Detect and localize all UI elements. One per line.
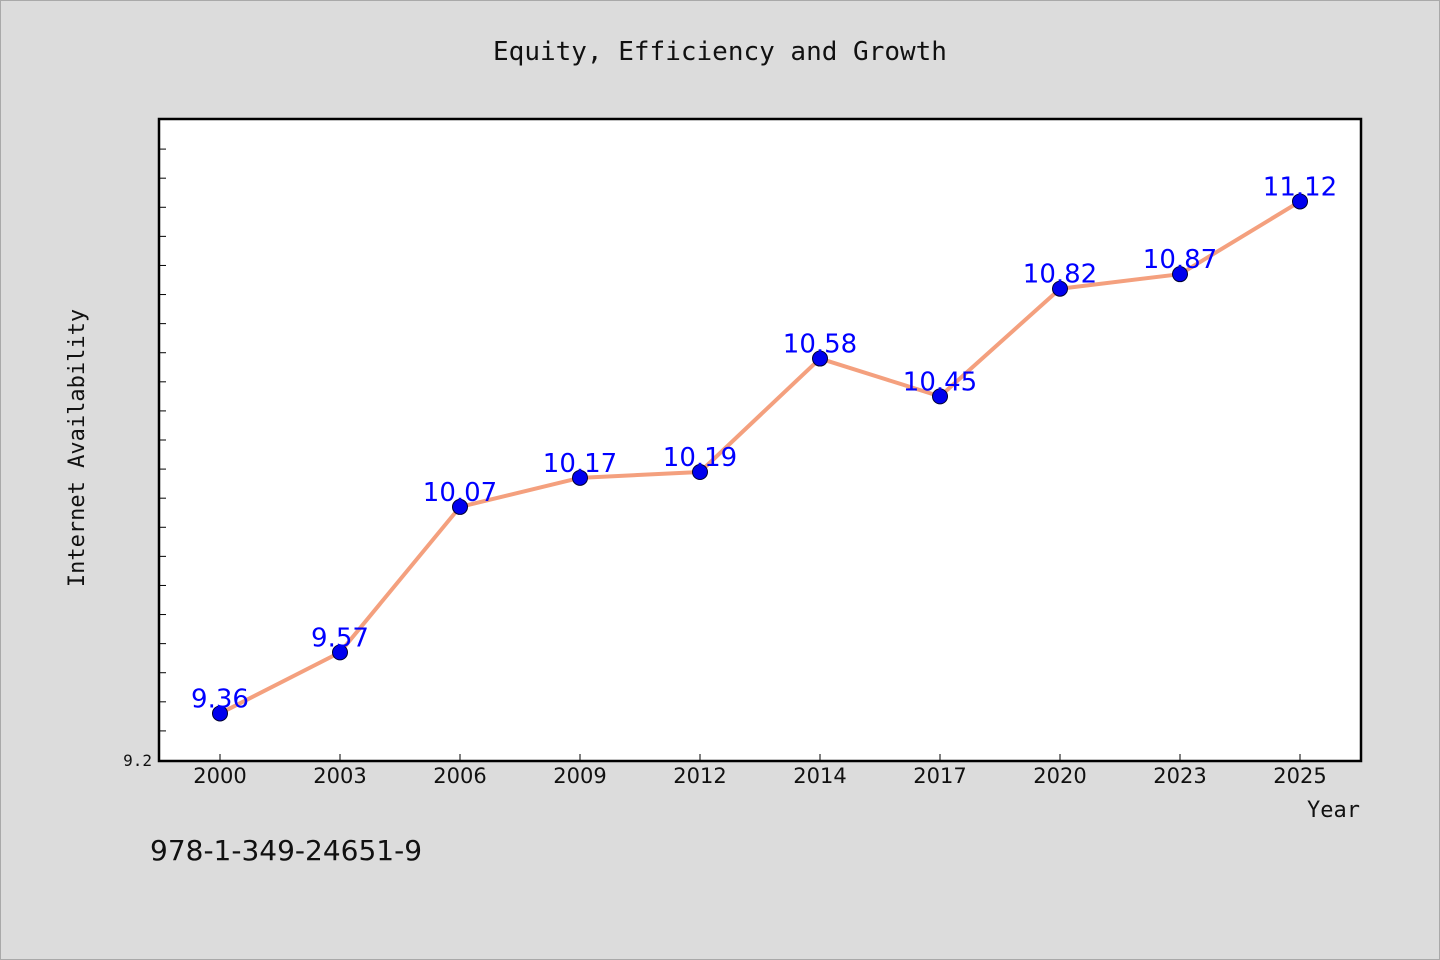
data-label: 10.19 — [663, 443, 737, 473]
data-label: 9.36 — [191, 684, 249, 714]
data-point — [1172, 266, 1188, 283]
x-tick-label: 2003 — [313, 764, 366, 788]
data-label: 10.58 — [783, 330, 857, 360]
data-label: 10.87 — [1143, 245, 1217, 275]
data-label: 11.12 — [1263, 172, 1337, 202]
y-axis-label: Internet Availability — [65, 309, 90, 587]
data-point — [1292, 193, 1308, 210]
x-tick-label: 2009 — [553, 764, 606, 788]
x-axis-ticks: 2000 2003 2006 2009 2012 2014 2017 2020 2023 2025 — [193, 754, 1327, 788]
chart-title: Equity, Efficiency and Growth — [493, 37, 947, 67]
x-tick-label: 2014 — [793, 764, 846, 788]
isbn-text: 978-1-349-24651-9 — [150, 834, 423, 867]
series-group: 9.36 9.57 10.07 10.17 10.19 10.58 10.45 10.82 10… — [191, 172, 1337, 722]
x-tick-label: 2023 — [1153, 764, 1206, 788]
data-label: 9.57 — [311, 623, 369, 653]
data-label: 10.07 — [423, 478, 497, 508]
x-tick-label: 2006 — [433, 764, 486, 788]
x-tick-label: 2020 — [1033, 764, 1086, 788]
data-label: 10.17 — [543, 449, 617, 479]
data-point — [692, 464, 708, 480]
data-point — [932, 388, 948, 405]
plot-area — [157, 117, 1363, 763]
x-tick-label: 2012 — [673, 764, 726, 788]
data-point — [332, 644, 348, 661]
data-label: 10.45 — [903, 367, 977, 397]
data-point — [572, 469, 588, 486]
data-point — [452, 498, 468, 515]
y-tick-label: 9.2 — [123, 751, 152, 770]
series-line — [218, 199, 1302, 716]
x-tick-label: 2000 — [193, 764, 246, 788]
data-point — [1052, 280, 1068, 297]
x-tick-label: 2025 — [1273, 764, 1326, 788]
data-point — [212, 705, 228, 722]
x-axis-label: Year — [1307, 798, 1360, 823]
data-point — [812, 350, 828, 367]
x-tick-label: 2017 — [913, 764, 966, 788]
data-label: 10.82 — [1023, 260, 1097, 290]
y-axis-ticks: 9.2 — [123, 148, 166, 770]
